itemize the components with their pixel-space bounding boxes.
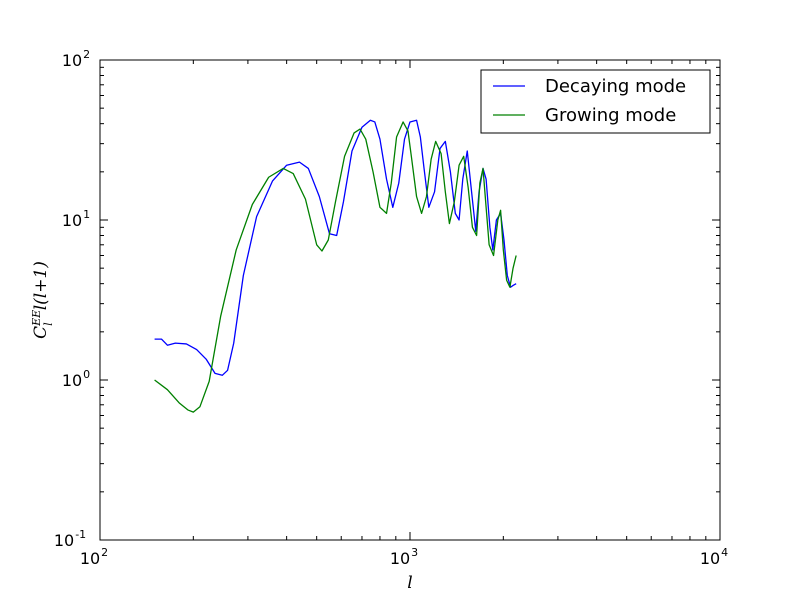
axis-ticks — [99, 59, 721, 541]
plot-lines — [154, 119, 517, 413]
y-tick-label-base: 10 — [62, 211, 82, 230]
x-tick-label: 103 — [390, 546, 418, 568]
legend: Decaying mode Growing mode — [480, 69, 711, 134]
legend-label-growing: Growing mode — [545, 105, 676, 126]
y-tick-label-exponent: 2 — [83, 48, 90, 61]
y-tick-label-exponent: -1 — [75, 528, 86, 541]
x-tick-label-exponent: 3 — [411, 546, 418, 559]
x-tick-label-exponent: 4 — [721, 546, 728, 559]
x-tick-label-base: 10 — [80, 549, 100, 568]
series-line-growing — [154, 121, 517, 413]
y-tick-label: 102 — [62, 48, 90, 70]
y-tick-label: 101 — [62, 208, 90, 230]
x-tick-label-base: 10 — [390, 549, 410, 568]
y-tick-label-base: 10 — [54, 531, 74, 550]
svg-text:CEEll(l+1): CEEl l(l+1) — [30, 261, 56, 339]
x-tick-label-exponent: 2 — [101, 546, 108, 559]
x-tick-label-base: 10 — [700, 549, 720, 568]
x-axis-label: l — [407, 573, 412, 593]
y-axis-label-superscript: EE — [30, 310, 43, 327]
y-tick-label-base: 10 — [62, 371, 82, 390]
y-axis-label-rest: l(l+1) — [31, 261, 51, 310]
y-tick-label-exponent: 0 — [83, 368, 90, 381]
y-tick-label-exponent: 1 — [83, 208, 90, 221]
y-tick-label: 100 — [62, 368, 90, 390]
y-tick-label: 10-1 — [54, 528, 86, 550]
x-tick-label: 104 — [700, 546, 728, 568]
y-axis-label-subscript: l — [42, 322, 55, 326]
x-tick-label: 102 — [80, 546, 108, 568]
y-axis-label-main: C — [31, 326, 51, 339]
series-line-decaying — [154, 119, 517, 376]
y-tick-label-base: 10 — [62, 51, 82, 70]
legend-box — [480, 69, 711, 134]
y-axis-label: CEEl l(l+1) — [30, 261, 56, 339]
legend-label-decaying: Decaying mode — [545, 76, 686, 97]
